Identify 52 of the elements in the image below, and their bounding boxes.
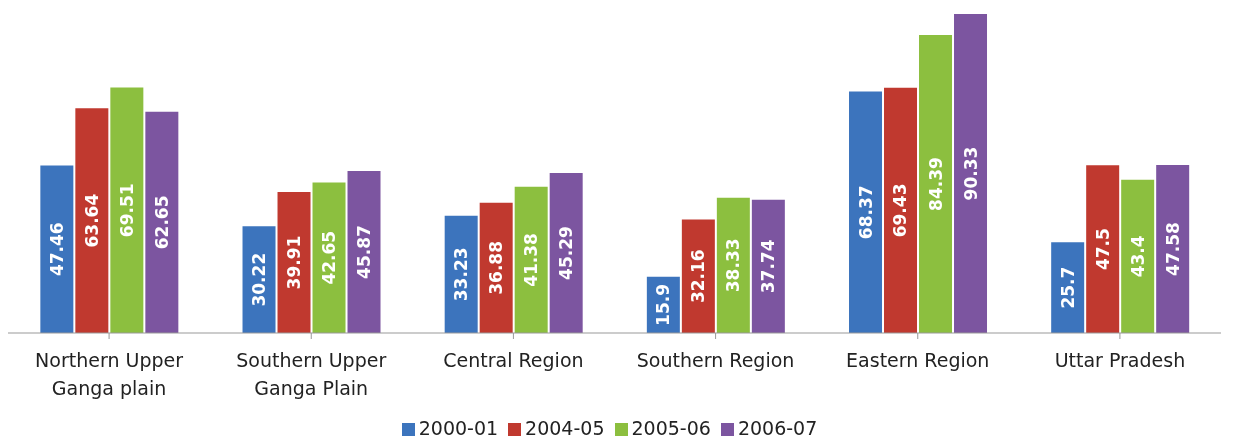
legend-label: 2004-05 bbox=[525, 417, 605, 439]
bar bbox=[110, 87, 144, 333]
data-label: 68.37 bbox=[855, 185, 876, 240]
x-tick-label: Southern Upper Ganga Plain bbox=[236, 349, 387, 399]
data-label: 39.91 bbox=[284, 235, 305, 290]
data-label: 43.4 bbox=[1127, 235, 1148, 278]
data-label: 15.9 bbox=[653, 283, 674, 326]
data-label: 62.65 bbox=[151, 195, 172, 250]
bar bbox=[347, 171, 381, 333]
bar bbox=[751, 199, 785, 333]
legend-label: 2006-07 bbox=[737, 417, 818, 439]
bar bbox=[1086, 165, 1120, 333]
data-label: 63.64 bbox=[81, 193, 102, 248]
bar bbox=[954, 14, 988, 333]
data-label: 45.87 bbox=[354, 225, 375, 279]
data-label: 90.33 bbox=[960, 146, 981, 201]
bar bbox=[514, 186, 548, 333]
data-label: 37.74 bbox=[758, 239, 779, 294]
data-label: 47.5 bbox=[1092, 228, 1113, 271]
bar bbox=[919, 34, 953, 333]
bar bbox=[1051, 242, 1085, 333]
bar bbox=[849, 91, 883, 333]
data-label: 45.29 bbox=[556, 226, 577, 280]
bar bbox=[312, 182, 346, 333]
data-label: 36.88 bbox=[486, 240, 507, 295]
x-tick-label: Eastern Region bbox=[846, 349, 990, 371]
x-tick-label: Southern Region bbox=[636, 349, 795, 371]
data-label: 32.16 bbox=[688, 249, 709, 304]
data-label: 38.33 bbox=[723, 238, 744, 293]
bar bbox=[75, 108, 109, 333]
x-tick-label: Uttar Pradesh bbox=[1054, 349, 1186, 371]
bar bbox=[277, 192, 311, 333]
bar bbox=[40, 165, 74, 333]
data-label: 47.46 bbox=[46, 222, 67, 277]
data-label: 41.38 bbox=[521, 233, 542, 287]
x-tick-label: Central Region bbox=[443, 349, 584, 371]
legend-label: 2005-06 bbox=[631, 417, 711, 439]
data-label: 69.43 bbox=[890, 183, 911, 238]
bar bbox=[884, 87, 918, 333]
bar bbox=[549, 173, 583, 333]
data-label: 33.23 bbox=[451, 247, 472, 302]
data-label: 30.22 bbox=[249, 252, 270, 307]
data-label: 42.65 bbox=[319, 230, 340, 285]
bar bbox=[145, 111, 179, 333]
x-tick-label: Northern Upper Ganga plain bbox=[35, 349, 184, 399]
data-label: 47.58 bbox=[1162, 222, 1183, 276]
bar bbox=[1121, 179, 1155, 333]
data-label: 25.7 bbox=[1057, 266, 1078, 309]
legend-label: 2000-01 bbox=[418, 417, 499, 439]
data-label: 84.39 bbox=[925, 157, 946, 211]
data-label: 69.51 bbox=[116, 183, 137, 238]
bar bbox=[1156, 164, 1190, 333]
